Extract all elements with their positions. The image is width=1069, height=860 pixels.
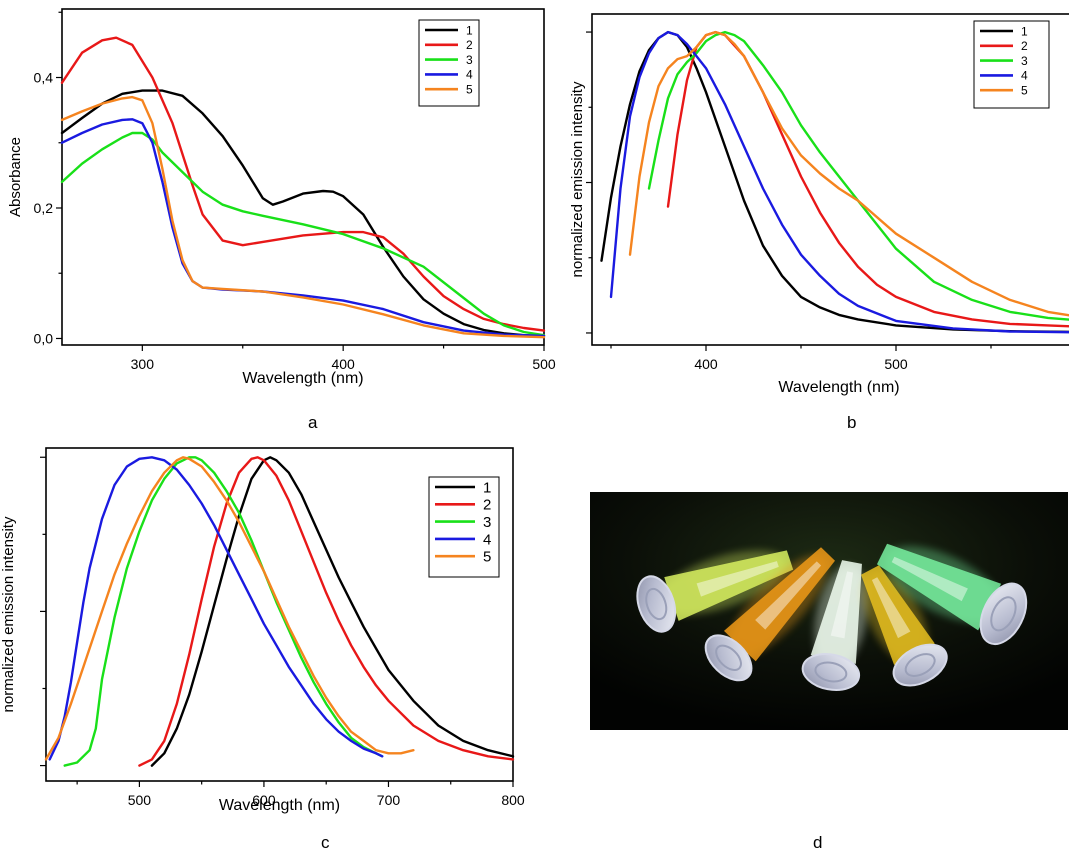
chart-a-legend-label-1: 1 [466,23,473,37]
panel-label-d: d [813,833,822,853]
chart-c-legend-label-2: 2 [483,497,491,514]
chart-c-legend-label-1: 1 [483,479,491,496]
chart-b-legend-box [974,21,1049,108]
chart-a-y-axis-label: Absorbance [7,137,24,217]
chart-c-series-line-5 [46,457,413,759]
chart-b-legend-label-2: 2 [1021,39,1028,53]
chart-a-legend-label-3: 3 [466,53,473,67]
chart-a-y-tick-label: 0,0 [34,330,54,346]
chart-a-x-tick-label: 500 [532,356,556,372]
chart-b-emission: 400500600Wavelength (nm)normalized emiss… [560,0,1060,410]
chart-b-legend-label-3: 3 [1021,54,1028,68]
panel-label-c: c [321,833,330,853]
chart-a-x-axis-label: Wavelength (nm) [242,370,363,387]
chart-a-y-tick-label: 0,4 [34,70,54,86]
chart-c-x-axis-label: Wavelength (nm) [219,797,340,814]
vials-photo [590,492,1068,730]
chart-c-legend-label-5: 5 [483,549,491,566]
chart-b-x-axis-label: Wavelength (nm) [778,379,899,396]
chart-a-series-line-3 [62,133,544,335]
chart-a-x-tick-label: 300 [131,356,155,372]
chart-c-x-tick-label: 800 [501,792,525,808]
chart-b-x-tick-label: 500 [884,356,908,372]
chart-c-legend-label-3: 3 [483,514,491,531]
chart-a-legend-label-4: 4 [466,68,473,82]
chart-a-y-tick-label: 0,2 [34,200,54,216]
chart-b-legend-label-1: 1 [1021,24,1028,38]
chart-a-series-line-1 [62,91,544,336]
chart-b-legend-label-4: 4 [1021,69,1028,83]
chart-c-y-axis-label: normalized emission intensity [0,516,17,712]
chart-a-legend-label-5: 5 [466,83,473,97]
panel-label-a: a [308,413,317,433]
chart-a-legend-label-2: 2 [466,38,473,52]
chart-c-x-tick-label: 700 [377,792,401,808]
chart-c-legend-label-4: 4 [483,531,491,548]
chart-b-legend-label-5: 5 [1021,84,1028,98]
chart-b-x-tick-label: 400 [694,356,718,372]
chart-b-y-axis-label: normalized emission intensity [569,81,586,277]
panel-label-b: b [847,413,856,433]
chart-c-x-tick-label: 500 [128,792,152,808]
